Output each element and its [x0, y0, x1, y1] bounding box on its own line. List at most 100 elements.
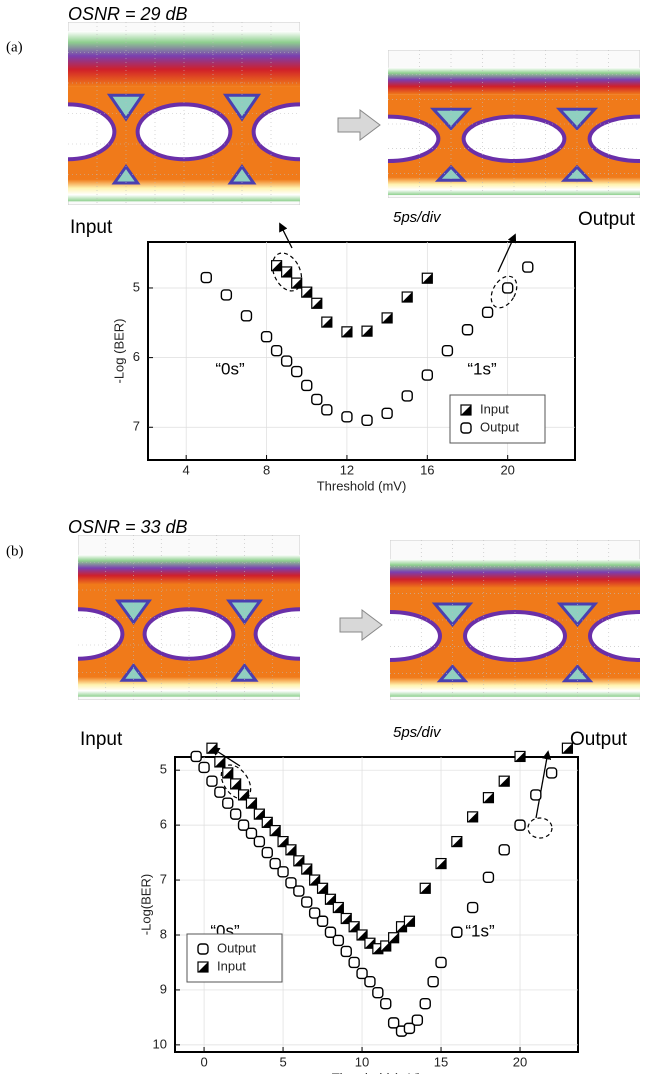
marker [365, 977, 375, 987]
marker [231, 809, 241, 819]
marker-box [318, 916, 328, 926]
marker [223, 798, 233, 808]
marker [302, 897, 312, 907]
marker [292, 367, 302, 377]
y-tick-label: 6 [160, 817, 167, 832]
marker [223, 768, 233, 778]
marker [420, 999, 430, 1009]
marker [436, 859, 446, 869]
y-tick-label: 10 [153, 1036, 167, 1051]
output-label: Output [578, 209, 636, 230]
x-axis-label: Threshold (mV) [317, 478, 407, 493]
x-tick-label: 5 [279, 1054, 286, 1069]
marker [422, 370, 432, 380]
legend-marker [198, 944, 208, 954]
eye-opening [22, 104, 115, 159]
marker [452, 837, 462, 847]
marker [382, 313, 392, 323]
marker [483, 793, 493, 803]
eye-opening [254, 104, 347, 159]
marker [278, 867, 288, 877]
input-label: Input [80, 729, 123, 750]
marker [389, 933, 399, 943]
x-tick-label: 10 [355, 1054, 369, 1069]
marker-box [468, 903, 478, 913]
marker [199, 762, 209, 772]
annotation: “1s” [465, 921, 495, 940]
eye-band [390, 559, 640, 588]
marker-box [341, 946, 351, 956]
x-tick-label: 20 [500, 462, 514, 477]
marker [272, 261, 282, 271]
marker-box [381, 999, 391, 1009]
marker-box [262, 848, 272, 858]
marker [342, 412, 352, 422]
marker [499, 845, 509, 855]
marker-box [262, 332, 272, 342]
marker-box [515, 820, 525, 830]
marker-box [282, 356, 292, 366]
marker [362, 326, 372, 336]
eye-diagram [338, 50, 651, 198]
marker-box [221, 290, 231, 300]
marker [412, 1015, 422, 1025]
legend-label: Input [217, 958, 246, 973]
marker [215, 787, 225, 797]
y-axis-label: -Log(BER) [138, 874, 153, 935]
eye-diagram [34, 535, 345, 700]
marker [282, 267, 292, 277]
marker [231, 779, 241, 789]
marker-box [207, 776, 217, 786]
marker-box [422, 370, 432, 380]
x-tick-label: 0 [200, 1054, 207, 1069]
marker [362, 415, 372, 425]
panel-label: (b) [6, 543, 24, 559]
plot-frame [175, 757, 578, 1052]
marker-box [231, 809, 241, 819]
marker [254, 837, 264, 847]
x-tick-label: 4 [183, 462, 190, 477]
marker [318, 916, 328, 926]
marker [294, 886, 304, 896]
marker-box [531, 790, 541, 800]
marker [302, 287, 312, 297]
legend-label: Input [480, 401, 509, 416]
eye-opening [34, 609, 123, 659]
marker-box [503, 283, 513, 293]
marker-box [362, 415, 372, 425]
x-axis-label: Threshold (mV) [332, 1070, 422, 1074]
panel-label: (a) [6, 39, 23, 55]
marker-box [483, 872, 493, 882]
y-axis-label: -Log (BER) [111, 318, 126, 383]
marker-box [241, 311, 251, 321]
marker [442, 346, 452, 356]
marker-box [483, 307, 493, 317]
marker-box [223, 798, 233, 808]
marker-box [278, 867, 288, 877]
marker-box [312, 394, 322, 404]
marker [322, 405, 332, 415]
y-tick-label: 6 [133, 349, 140, 364]
marker [422, 273, 432, 283]
marker [191, 751, 201, 761]
marker [523, 262, 533, 272]
input-label: Input [70, 217, 113, 238]
y-tick-label: 8 [160, 926, 167, 941]
marker [428, 977, 438, 987]
marker [499, 776, 509, 786]
legend-marker [461, 405, 471, 415]
marker [373, 988, 383, 998]
marker [318, 883, 328, 893]
legend-label: Output [480, 419, 519, 434]
marker-box [442, 346, 452, 356]
marker [531, 790, 541, 800]
marker-box [191, 751, 201, 761]
marker-box [292, 367, 302, 377]
marker-box [322, 405, 332, 415]
marker [420, 883, 430, 893]
annotation: “0s” [215, 359, 245, 378]
marker [483, 872, 493, 882]
marker [515, 820, 525, 830]
marker-box [499, 845, 509, 855]
annotation: “1s” [467, 359, 497, 378]
